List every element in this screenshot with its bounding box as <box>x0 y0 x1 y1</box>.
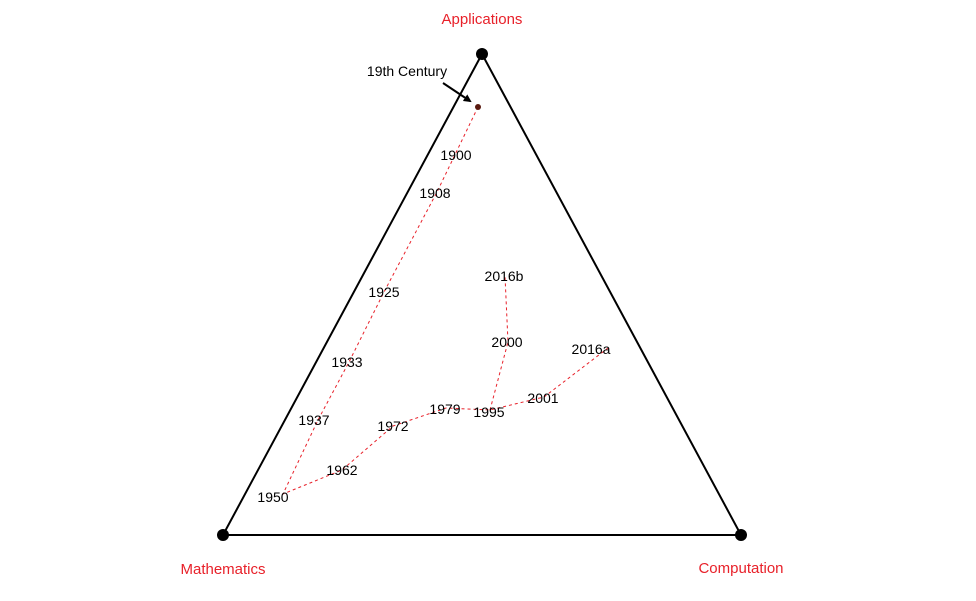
triangle-outline <box>221 51 743 536</box>
applications-vertex-dot <box>476 48 488 60</box>
year-label: 2001 <box>527 390 558 406</box>
year-label: 1900 <box>440 147 471 163</box>
year-label: 1995 <box>473 404 504 420</box>
nineteenth-century-point <box>475 104 481 110</box>
year-label: 2000 <box>491 334 522 350</box>
branch-timeline-path <box>489 275 509 411</box>
mathematics-label: Mathematics <box>180 561 265 578</box>
year-label: 1979 <box>429 401 460 417</box>
mathematics-vertex-dot <box>217 529 229 541</box>
year-label: 1937 <box>298 412 329 428</box>
year-label: 1933 <box>331 354 362 370</box>
year-label: 1962 <box>326 462 357 478</box>
year-label: 1925 <box>368 284 399 300</box>
year-label: 1972 <box>377 418 408 434</box>
nineteenth-century-label: 19th Century <box>367 63 447 79</box>
applications-label: Applications <box>442 11 523 28</box>
year-label: 1908 <box>419 185 450 201</box>
year-label: 2016b <box>485 268 524 284</box>
year-label: 2016a <box>572 341 611 357</box>
computation-vertex-dot <box>735 529 747 541</box>
computation-label: Computation <box>698 560 783 577</box>
main-timeline-path <box>281 106 609 495</box>
year-label: 1950 <box>257 489 288 505</box>
timeline-paths <box>281 106 609 495</box>
year-labels: 1900 1908 1925 1933 1937 1950 1962 1972 … <box>257 147 610 505</box>
annotation-arrow <box>442 82 472 103</box>
